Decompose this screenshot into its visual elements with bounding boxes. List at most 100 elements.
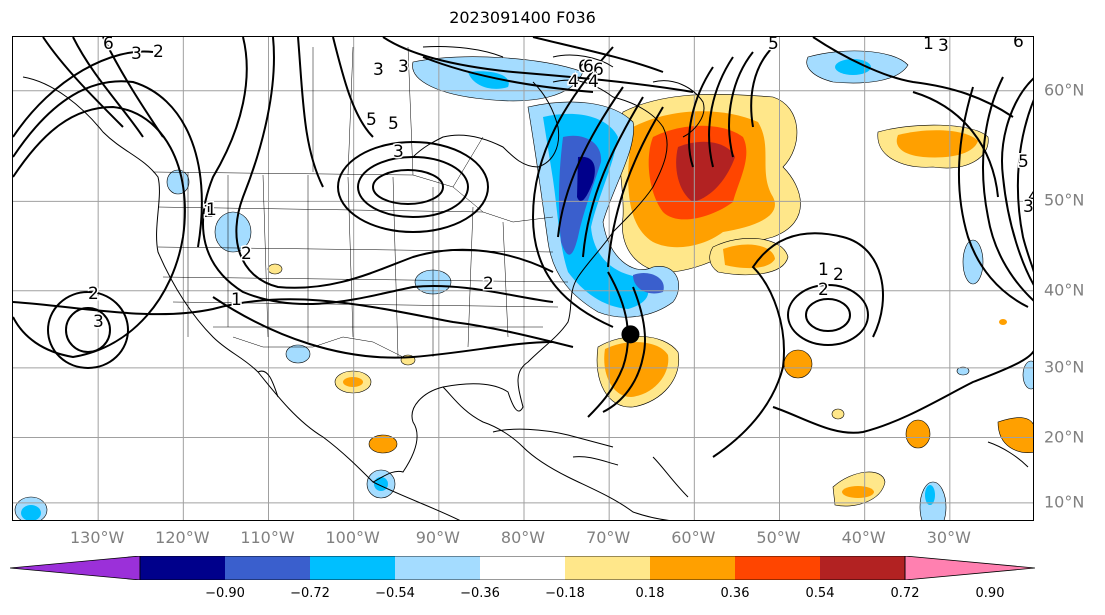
contour-label: 6	[583, 57, 594, 77]
colorbar-segment	[310, 556, 395, 580]
longitude-label: 30°W	[926, 528, 971, 547]
contour-label: 6	[1013, 37, 1024, 52]
contour-label: 5	[388, 114, 399, 134]
latitude-label: 20°N	[1044, 427, 1085, 447]
map-canvas: 632531643215643216532123126543	[13, 37, 1034, 520]
colorbar-tick-label: −0.54	[375, 586, 415, 601]
negative-anomaly-region	[962, 239, 984, 285]
colorbar-tick-label: −0.90	[205, 586, 245, 601]
contour-label: 3	[938, 37, 949, 56]
positive-anomaly-region	[896, 130, 978, 158]
latitude-label: 50°N	[1044, 190, 1085, 210]
contour-label: 6	[593, 60, 604, 80]
colorbar-segment	[820, 556, 905, 580]
negative-anomaly-region	[956, 366, 970, 376]
contour-label: 5	[1018, 152, 1029, 172]
colorbar	[10, 556, 1035, 580]
colorbar-segment	[650, 556, 735, 580]
contour-label: 1	[818, 260, 829, 280]
contour-label: 6	[578, 57, 589, 77]
colorbar-segment	[10, 556, 141, 580]
colorbar-segment	[735, 556, 820, 580]
positive-anomaly-region	[604, 342, 669, 397]
contour-label: 3	[393, 142, 404, 162]
latitude-label: 40°N	[1044, 280, 1085, 300]
contour-label: 3	[131, 44, 142, 64]
anomaly-fields	[14, 50, 1033, 520]
colorbar-tick-label: −0.36	[460, 586, 500, 601]
negative-anomaly-region	[166, 169, 190, 195]
colorbar-segment	[225, 556, 310, 580]
political-borders	[152, 46, 569, 358]
colorbar-segment	[140, 556, 225, 580]
contour-label: 3	[373, 60, 384, 80]
colorbar-segment	[480, 556, 565, 580]
contour-label: 1	[231, 290, 242, 310]
contour-label: 5	[366, 110, 377, 130]
positive-anomaly-region	[267, 263, 283, 275]
contour-label: 2	[818, 280, 829, 300]
contour-label: 2	[88, 284, 99, 304]
negative-anomaly-region	[285, 344, 311, 364]
latitude-label: 30°N	[1044, 357, 1085, 377]
latitude-label: 60°N	[1044, 80, 1085, 100]
positive-anomaly-region	[783, 349, 813, 379]
contour-label: 6	[103, 37, 114, 54]
contour-label: 4	[588, 72, 599, 92]
negative-anomaly-region	[835, 59, 871, 75]
contour-labels: 632531643215643216532123126543	[87, 37, 1034, 334]
colorbar-tick-label: −0.18	[545, 586, 585, 601]
positive-anomaly-region	[343, 377, 363, 387]
contour-label: 1	[923, 37, 934, 54]
contour-label: 1	[206, 200, 217, 220]
positive-anomaly-region	[842, 486, 874, 498]
contour-label: 2	[483, 274, 494, 294]
longitude-label: 90°W	[415, 528, 460, 547]
longitude-label: 70°W	[586, 528, 631, 547]
colorbar-tick-label: 0.18	[635, 586, 665, 601]
positive-anomaly-region	[999, 319, 1007, 325]
storm-position-marker	[621, 325, 640, 344]
contour-label: 2	[241, 244, 252, 264]
negative-anomaly-region	[468, 71, 509, 89]
contour-label: 2	[833, 265, 844, 285]
negative-anomaly-region	[1022, 360, 1033, 390]
colorbar-tick-label: 0.54	[805, 586, 835, 601]
colorbar-segment	[565, 556, 650, 580]
contour-label: 4	[1028, 187, 1034, 207]
positive-anomaly-region	[831, 408, 845, 420]
colorbar-tick-label: 0.90	[975, 586, 1005, 601]
negative-anomaly-region	[21, 505, 41, 520]
negative-anomaly-region	[925, 485, 935, 505]
colorbar-tick-label: −0.72	[290, 586, 330, 601]
colorbar-tick-label: 0.36	[720, 586, 750, 601]
longitude-label: 120°W	[155, 528, 210, 547]
coastlines	[22, 46, 1029, 520]
longitude-label: 60°W	[671, 528, 716, 547]
contour-label: 2	[153, 42, 164, 62]
map-panel: 632531643215643216532123126543	[12, 36, 1034, 521]
longitude-label: 100°W	[325, 528, 380, 547]
longitude-label: 80°W	[500, 528, 546, 547]
negative-anomaly-region	[633, 272, 664, 294]
longitude-label: 50°W	[756, 528, 801, 547]
contour-label: 1	[203, 202, 214, 222]
positive-anomaly-region	[905, 419, 931, 449]
positive-anomaly-region	[723, 244, 775, 269]
map-title: 2023091400 F036	[449, 8, 596, 27]
contour-label: 4	[568, 72, 579, 92]
colorbar-tick-label: 0.72	[890, 586, 920, 601]
contour-label: 3	[398, 57, 409, 77]
longitude-label: 110°W	[240, 528, 295, 547]
colorbar-segment	[904, 556, 1035, 580]
contour-label: 3	[93, 312, 104, 332]
negative-anomaly-region	[214, 211, 252, 253]
graticule	[13, 37, 1033, 520]
contour-label: 3	[1023, 197, 1034, 217]
negative-anomaly-region	[577, 156, 595, 202]
positive-anomaly-region	[997, 417, 1033, 453]
contour-lines	[13, 37, 1033, 458]
colorbar-outline	[139, 556, 906, 580]
latitude-label: 10°N	[1044, 492, 1085, 512]
contour-label: 5	[768, 37, 779, 54]
